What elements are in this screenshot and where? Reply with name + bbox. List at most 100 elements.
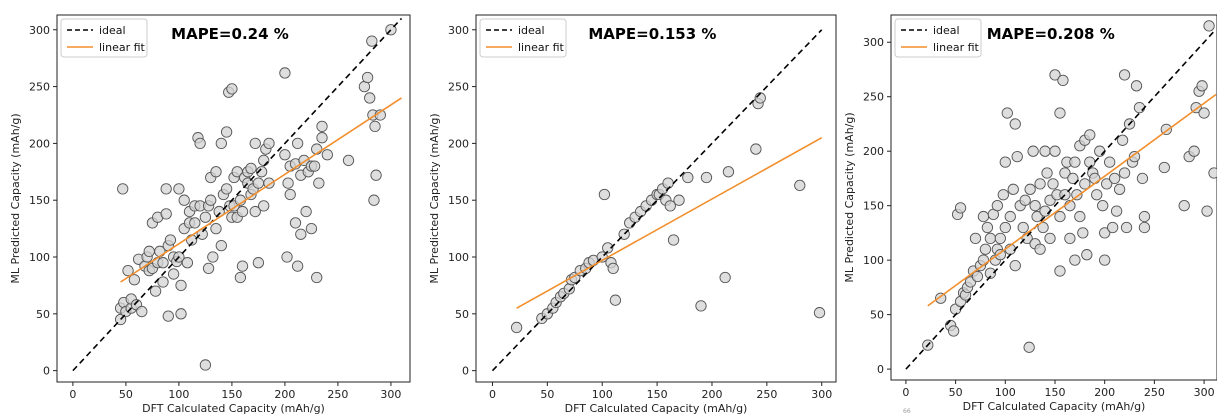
y-tick-label: 200 (448, 137, 469, 150)
data-point (1203, 20, 1215, 32)
data-point (1064, 232, 1076, 245)
x-tick-label: 0 (69, 388, 76, 401)
data-point (194, 137, 206, 150)
data-point (289, 217, 302, 229)
legend-fit-label: linear fit (99, 41, 146, 54)
data-point (199, 211, 212, 223)
y-tick-label: 150 (863, 200, 884, 213)
x-tick-label: 300 (1194, 386, 1215, 399)
y-tick-label: 0 (462, 365, 469, 378)
data-point (215, 137, 227, 150)
y-axis-label: ML Predicted Capacity (mAh/g) (843, 112, 856, 282)
chart-panel-1: 0 50 100 150 200 250 300 0 50 100 150 200 250 300 DFT … (9, 14, 411, 415)
data-point (249, 137, 261, 150)
data-point (1128, 150, 1141, 163)
chart-panel-2: 0 50 100 150 200 250 300 0 50 100 150 200 250 300 DFT … (428, 14, 837, 415)
legend-ideal-label: ideal (518, 24, 545, 37)
data-point (1023, 341, 1035, 353)
data-point (722, 166, 735, 178)
data-point (1039, 145, 1051, 157)
data-point (1130, 80, 1143, 92)
data-point (1059, 167, 1071, 179)
data-point (510, 321, 523, 334)
data-point (971, 270, 984, 283)
x-tick-label: 150 (1044, 386, 1065, 399)
data-point (157, 276, 169, 288)
data-point (1054, 107, 1066, 119)
data-point (215, 240, 227, 252)
data-point (1011, 150, 1023, 163)
y-tick-label: 50 (36, 308, 50, 321)
data-point (1041, 167, 1053, 179)
data-point (245, 162, 257, 175)
data-point (1104, 156, 1116, 168)
data-point (1009, 118, 1021, 130)
data-point (673, 194, 685, 206)
data-point (220, 183, 233, 195)
data-point (1069, 156, 1081, 168)
y-tick-label: 150 (448, 194, 469, 207)
data-point (263, 137, 275, 150)
data-point (994, 249, 1006, 261)
data-point (361, 71, 374, 84)
data-point (1071, 189, 1083, 201)
data-point (252, 257, 265, 269)
legend-fit-label: linear fit (518, 41, 565, 54)
data-point (369, 120, 381, 132)
data-point (236, 205, 249, 218)
y-tick-label: 200 (863, 145, 884, 158)
data-point (291, 260, 304, 272)
mape-annotation: MAPE=0.24 % (171, 25, 289, 43)
data-point (1116, 134, 1129, 146)
data-point (181, 257, 194, 269)
data-point (977, 210, 990, 223)
y-tick-label: 50 (870, 309, 884, 322)
data-point (321, 149, 333, 161)
data-point (1084, 156, 1096, 168)
y-tick-label: 100 (863, 254, 884, 267)
data-point (1074, 210, 1086, 223)
legend-ideal-label: ideal (933, 24, 960, 37)
legend: ideal linear fit (479, 18, 567, 58)
x-axis-label: DFT Calculated Capacity (mAh/g) (565, 402, 748, 415)
data-point (1084, 129, 1096, 141)
data-point (160, 183, 172, 195)
data-point (210, 166, 222, 178)
data-point (128, 274, 141, 286)
mape-annotation: MAPE=0.208 % (987, 25, 1115, 43)
data-point (664, 200, 676, 212)
y-tick-label: 150 (29, 194, 50, 207)
data-point (279, 67, 291, 79)
data-point (999, 221, 1011, 234)
data-point (189, 217, 201, 229)
data-point (1077, 227, 1089, 239)
data-point (295, 228, 307, 240)
y-tick-label: 250 (448, 81, 469, 94)
ideal-line (905, 30, 1215, 370)
data-point (979, 243, 992, 255)
data-point (1029, 200, 1041, 212)
legend-ideal-label: ideal (99, 24, 126, 37)
x-tick-label: 250 (327, 388, 348, 401)
data-point (164, 234, 177, 246)
footnote: 66 (903, 408, 911, 415)
y-tick-label: 300 (448, 24, 469, 37)
data-point (1027, 145, 1039, 157)
data-point (750, 143, 762, 155)
data-point (284, 188, 296, 201)
data-point (305, 222, 318, 235)
data-point (205, 194, 217, 206)
x-tick-label: 150 (647, 388, 668, 401)
data-point (1049, 69, 1061, 81)
y-tick-label: 200 (29, 137, 50, 150)
data-point (607, 262, 619, 275)
x-axis-label: DFT Calculated Capacity (mAh/g) (142, 402, 325, 415)
data-point (981, 221, 994, 234)
data-point (311, 271, 323, 284)
data-point (700, 171, 713, 184)
data-point (598, 188, 611, 201)
y-tick-label: 100 (29, 251, 50, 264)
data-point (1099, 254, 1111, 266)
data-point (313, 177, 325, 189)
